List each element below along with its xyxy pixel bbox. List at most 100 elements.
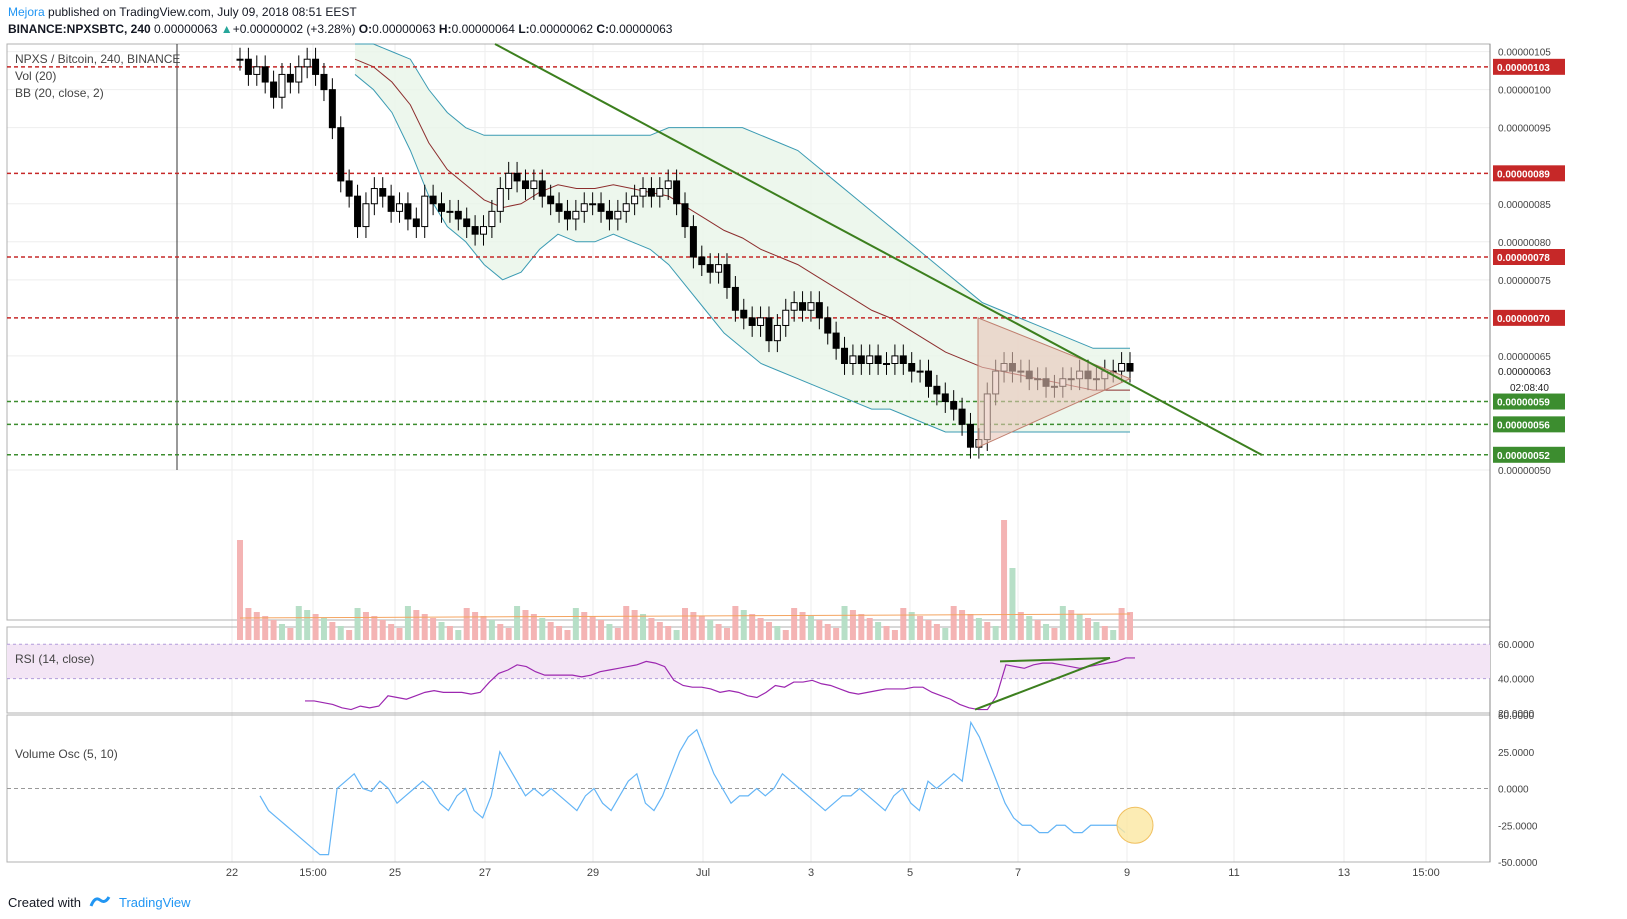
trend-line: [494, 43, 1263, 456]
volume-bar: [514, 606, 521, 640]
volume-bar: [253, 612, 260, 640]
volume-bar: [295, 606, 302, 640]
vosc-tick-label: -25.0000: [1498, 821, 1538, 832]
volume-bar: [237, 540, 243, 640]
y-tick-label: 0.00000075: [1498, 276, 1551, 287]
volume-bar: [891, 630, 898, 640]
volume-bar: [346, 630, 353, 640]
x-tick-label: 13: [1338, 867, 1350, 879]
candle-body: [958, 408, 966, 425]
volume-bar: [908, 612, 915, 640]
bb-upper-line: [355, 43, 1130, 349]
candle-body: [521, 180, 529, 190]
candle-body: [253, 66, 261, 75]
volume-bar: [581, 612, 588, 640]
tradingview-link[interactable]: TradingView: [118, 894, 191, 910]
volume-bar: [337, 626, 344, 640]
volume-bar: [866, 618, 873, 640]
rsi-line: [305, 657, 1135, 711]
candle-body: [950, 401, 958, 410]
volume-bar: [841, 606, 848, 640]
volume-bar: [1059, 606, 1066, 640]
x-tick-label: 22: [226, 867, 238, 879]
y-tick-label: 0.00000105: [1498, 48, 1551, 59]
volume-bar: [614, 628, 621, 640]
candle-body: [857, 355, 865, 364]
resistance-badge: [1493, 249, 1565, 265]
candle-body: [815, 302, 823, 319]
volume-bar: [950, 606, 957, 640]
open-value: 0.00000063: [372, 22, 436, 36]
candle-body: [639, 188, 647, 197]
candle-body: [412, 218, 420, 228]
volume-bar: [572, 608, 579, 640]
volume-bar: [245, 608, 252, 640]
candle-body: [278, 73, 286, 98]
legend-title: NPXS / Bitcoin, 240, BINANCE: [15, 52, 180, 66]
publish-line: Mejora published on TradingView.com, Jul…: [8, 4, 672, 20]
volume-bar: [665, 626, 672, 640]
candle-body: [966, 423, 974, 448]
volume-bar: [858, 614, 865, 640]
volume-bar: [539, 618, 546, 640]
vosc-tick-label: 50.0000: [1498, 711, 1535, 722]
author-link[interactable]: Mejora: [8, 5, 45, 19]
candle-body: [924, 370, 932, 387]
candle-body: [866, 355, 874, 364]
candle-body: [698, 256, 706, 266]
volume-bar: [278, 624, 285, 640]
x-tick-label: 9: [1124, 867, 1130, 879]
candle-body: [362, 203, 370, 228]
rsi-band: [7, 644, 1490, 679]
x-tick-label: Jul: [696, 867, 710, 879]
candle-body: [689, 226, 697, 258]
volume-bar: [715, 624, 722, 640]
candle-body: [1126, 363, 1134, 372]
chart-canvas[interactable]: 0.00000105 0.00000100 0.00000095 0.00000085…: [0, 0, 1627, 880]
volume-bar: [480, 616, 487, 640]
volume-bar: [690, 612, 697, 640]
volume-bar: [304, 610, 311, 640]
volume-bar: [942, 628, 949, 640]
candle-body: [295, 66, 303, 83]
trend-drawings[interactable]: [494, 43, 1263, 456]
candle-body: [740, 309, 748, 319]
created-with: Created with: [8, 894, 81, 910]
candle-body: [706, 264, 714, 273]
x-tick-label: 5: [907, 867, 913, 879]
y-tick-label: 0.00000085: [1498, 200, 1551, 211]
candle-body: [446, 210, 454, 213]
candle-body: [614, 210, 622, 220]
publish-text: published on TradingView.com, July 09, 2…: [44, 5, 357, 19]
volume-bar: [682, 608, 688, 640]
volume-bar: [472, 612, 479, 640]
support-label: 0.00000052: [1497, 451, 1550, 462]
volume-bar: [1093, 622, 1100, 640]
candle-body: [404, 203, 412, 220]
volume-bar: [287, 628, 294, 640]
change-value: +0.00000002 (+3.28%): [232, 22, 356, 36]
volume-bar: [606, 624, 613, 640]
volume-bar: [396, 628, 403, 640]
candle-body: [824, 317, 832, 334]
open-label: O:: [358, 22, 373, 36]
tradingview-logo-icon: [89, 894, 111, 911]
candle-body: [647, 188, 655, 197]
volume-bar: [757, 618, 764, 640]
volume-bar: [556, 626, 563, 640]
volume-bar: [320, 618, 327, 640]
candle-body: [396, 203, 404, 212]
volume-bar: [1017, 612, 1024, 640]
candle-body: [807, 302, 815, 311]
volume-bar: [1009, 568, 1016, 640]
volume-bar: [463, 608, 470, 640]
candles: [236, 47, 1134, 459]
candle-body: [841, 347, 849, 364]
volume-bar: [833, 628, 840, 640]
candle-body: [421, 195, 429, 228]
volume-bar: [807, 616, 814, 640]
volume-bar: [774, 626, 781, 640]
candle-body: [941, 393, 949, 403]
volume-bar: [329, 622, 336, 640]
candle-body: [563, 210, 571, 220]
